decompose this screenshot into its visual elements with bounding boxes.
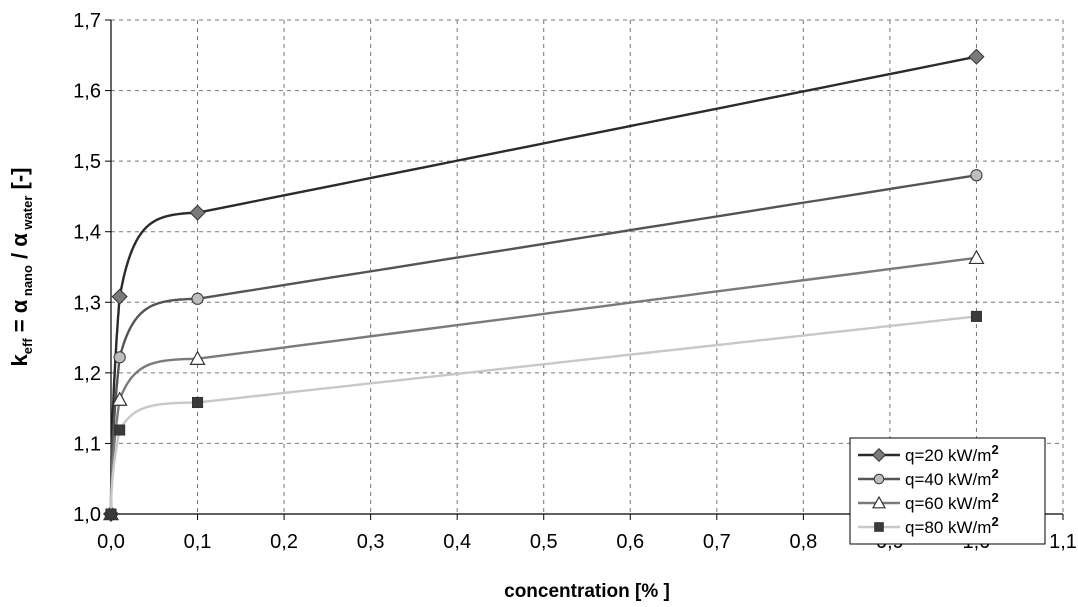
legend-label-text: q=80 kW/m xyxy=(905,518,991,537)
series-line xyxy=(109,55,977,515)
x-axis-label: concentration [% ] xyxy=(504,581,670,602)
legend: q=20 kW/m2q=40 kW/m2q=60 kW/m2q=80 kW/m2 xyxy=(849,437,1046,545)
legend-label: q=60 kW/m2 xyxy=(905,490,999,513)
y-tick-label: 1,5 xyxy=(73,151,101,173)
series-group xyxy=(102,48,985,523)
data-point xyxy=(192,396,204,409)
y-tick-label: 1,7 xyxy=(73,10,101,32)
legend-item: q=60 kW/m2 xyxy=(858,490,999,513)
data-point xyxy=(113,351,126,364)
x-tick-label: 0,1 xyxy=(184,531,212,553)
legend-item: q=80 kW/m2 xyxy=(858,514,999,537)
y-label-alpha-water: α xyxy=(7,233,32,247)
series-line xyxy=(109,174,977,515)
legend-label: q=80 kW/m2 xyxy=(905,514,999,537)
y-tick-label: 1,1 xyxy=(73,433,101,455)
y-tick-label: 1,4 xyxy=(73,222,101,244)
y-label-unit: [-] xyxy=(7,168,32,196)
series-4 xyxy=(105,310,982,520)
x-tick-label: 0,5 xyxy=(530,531,558,553)
x-tick-label: 0,2 xyxy=(270,531,298,553)
data-point xyxy=(970,310,982,322)
data-point xyxy=(114,424,126,436)
legend-label-superscript: 2 xyxy=(991,442,998,457)
legend-marker xyxy=(871,447,887,463)
x-tick-label: 0,4 xyxy=(443,531,471,553)
y-tick-label: 1,2 xyxy=(73,363,101,385)
legend-label-text: q=60 kW/m xyxy=(905,494,991,513)
legend-label-superscript: 2 xyxy=(991,490,998,505)
y-label-eq: = xyxy=(7,313,32,338)
legend-label: q=20 kW/m2 xyxy=(905,442,999,465)
x-tick-label: 0,8 xyxy=(789,531,817,553)
series-1 xyxy=(102,48,985,523)
grid xyxy=(111,19,1064,514)
x-tick-label: 0,7 xyxy=(703,531,731,553)
legend-item: q=20 kW/m2 xyxy=(858,442,999,465)
y-label-slash: / xyxy=(7,247,32,265)
data-point xyxy=(111,288,128,305)
legend-label: q=40 kW/m2 xyxy=(905,466,999,489)
y-tick-label: 1,3 xyxy=(73,292,101,314)
legend-label-text: q=20 kW/m xyxy=(905,446,991,465)
data-point xyxy=(191,292,204,305)
legend-marker xyxy=(873,473,885,485)
legend-items: q=20 kW/m2q=40 kW/m2q=60 kW/m2q=80 kW/m2 xyxy=(858,442,999,537)
y-tick-label: 1,6 xyxy=(73,81,101,103)
legend-item: q=40 kW/m2 xyxy=(858,466,999,489)
data-point xyxy=(968,249,985,265)
data-point xyxy=(105,508,117,520)
legend-label-superscript: 2 xyxy=(991,514,998,529)
legend-label-superscript: 2 xyxy=(991,466,998,481)
y-axis-label: keff = α nano / α water [-] xyxy=(7,168,35,367)
x-tick-label: 0,3 xyxy=(357,531,385,553)
series-line xyxy=(109,256,977,515)
series-line xyxy=(109,315,977,515)
legend-label-text: q=40 kW/m xyxy=(905,470,991,489)
legend-marker xyxy=(874,522,884,532)
data-point xyxy=(968,48,985,65)
x-tick-label: 1,1 xyxy=(1049,531,1077,553)
data-point xyxy=(189,204,206,221)
y-label-alpha-nano: α xyxy=(7,299,32,313)
legend-marker xyxy=(871,495,887,509)
data-point xyxy=(970,169,983,182)
y-label-water: water xyxy=(20,196,35,234)
x-tick-label: 0,6 xyxy=(616,531,644,553)
x-tick-label: 0,0 xyxy=(97,531,125,553)
data-point xyxy=(189,350,206,365)
y-label-nano: nano xyxy=(20,265,35,300)
data-point xyxy=(111,391,128,406)
y-label-k: k xyxy=(7,353,32,366)
y-tick-label: 1,0 xyxy=(73,504,101,526)
y-label-eff: eff xyxy=(20,338,35,355)
